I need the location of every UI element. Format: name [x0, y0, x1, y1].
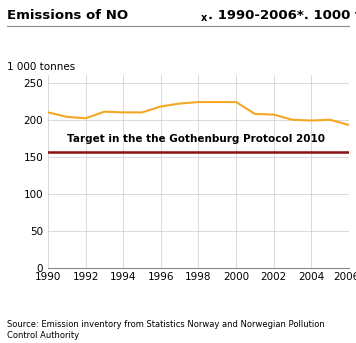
- Text: Source: Emission inventory from Statistics Norway and Norwegian Pollution
Contro: Source: Emission inventory from Statisti…: [7, 320, 325, 340]
- Text: . 1990-2006*. 1000 tonnes: . 1990-2006*. 1000 tonnes: [208, 9, 356, 22]
- Text: Target in the the Gothenburg Protocol 2010: Target in the the Gothenburg Protocol 20…: [67, 134, 325, 144]
- Text: 1 000 tonnes: 1 000 tonnes: [7, 62, 75, 72]
- Text: x: x: [201, 13, 208, 23]
- Text: Emissions of NO: Emissions of NO: [7, 9, 128, 22]
